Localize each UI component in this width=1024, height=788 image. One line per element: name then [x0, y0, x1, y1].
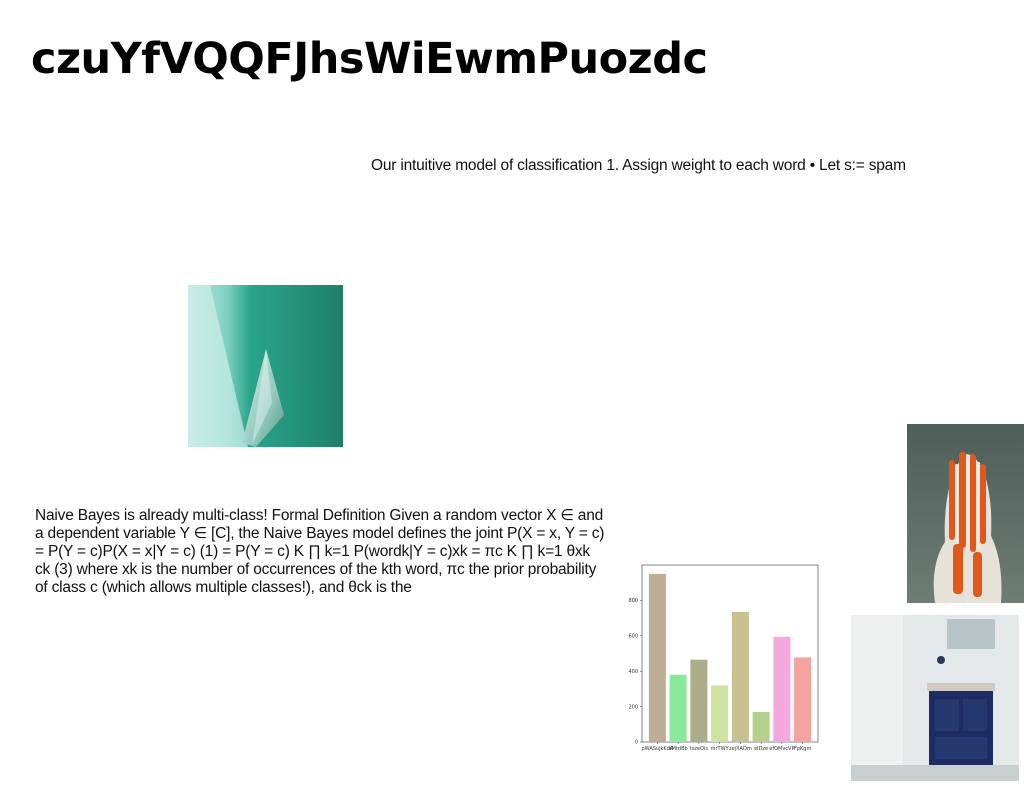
- bar-tszeOis: [690, 659, 708, 742]
- page-title: czuYfVQQFJhsWiEwmPuozdc: [31, 34, 708, 84]
- y-tick-label: 200: [628, 704, 638, 710]
- y-tick-label: 800: [628, 598, 638, 604]
- bar-elDze: [752, 711, 770, 742]
- x-tick-label: tszeOis: [690, 746, 709, 752]
- sculpted-figure-image: [907, 424, 1024, 603]
- y-tick-label: 400: [628, 669, 638, 675]
- bathroom-vanity-image: [851, 615, 1019, 781]
- x-tick-label: mrTWY: [711, 746, 730, 752]
- bar-FpKgm: [794, 657, 812, 742]
- bar-aMtdBb: [669, 674, 687, 742]
- chart-frame: [641, 564, 819, 743]
- glass-shard-image: [188, 285, 343, 447]
- bar-chart: 0 200 400 600 800 pWASujkKdA aMtdBb tszeOis mrTW…: [615, 562, 825, 758]
- x-tick-label: pWASujkKdA: [641, 746, 673, 752]
- bar-pWASujkKdA: [648, 573, 666, 742]
- x-tick-label: aMtdBb: [669, 746, 688, 752]
- x-tick-label: zejXADm: [729, 746, 752, 752]
- body-paragraph: Naive Bayes is already multi-class! Form…: [35, 507, 605, 596]
- bar-zejXADm: [731, 611, 749, 742]
- x-tick-label: FpKgm: [794, 746, 812, 752]
- bar-efOMvcVP: [773, 636, 791, 742]
- subtitle-text: Our intuitive model of classification 1.…: [371, 157, 906, 174]
- bar-mrTWY: [711, 685, 729, 742]
- x-tick-label: efOMvcVP: [769, 746, 794, 752]
- y-tick-label: 0: [635, 740, 638, 746]
- y-tick-label: 600: [628, 634, 638, 640]
- x-tick-label: elDze: [754, 746, 768, 752]
